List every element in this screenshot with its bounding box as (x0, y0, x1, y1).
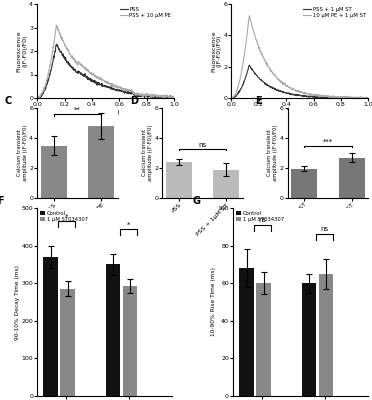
Text: C: C (5, 96, 12, 106)
Text: F: F (0, 196, 3, 206)
Legend: Control, 1 μM ST034307: Control, 1 μM ST034307 (38, 208, 90, 224)
Text: *: * (65, 213, 68, 219)
Bar (166, 162, 192, 198)
X-axis label: Time (s): Time (s) (286, 108, 314, 115)
Text: B: B (193, 0, 201, 1)
X-axis label: Time (s): Time (s) (92, 108, 120, 115)
Bar (106, 264, 121, 396)
Y-axis label: Calcium transient
amplitude ((F-F0)/F0): Calcium transient amplitude ((F-F0)/F0) (17, 125, 28, 181)
Bar (41, 146, 67, 198)
Text: E: E (255, 96, 262, 106)
Bar (319, 274, 333, 396)
Bar (256, 283, 271, 396)
Text: ***: *** (323, 139, 333, 145)
Bar (339, 158, 365, 198)
Y-axis label: 90-10% Decay Time (ms): 90-10% Decay Time (ms) (15, 264, 20, 340)
Bar (291, 169, 317, 198)
Legend: Control, 1 μM ST034307: Control, 1 μM ST034307 (234, 208, 286, 224)
Text: D: D (130, 96, 138, 106)
Bar (61, 289, 75, 396)
Text: **: ** (74, 107, 81, 113)
Y-axis label: 10-90% Rise Time (ms): 10-90% Rise Time (ms) (211, 268, 216, 336)
Y-axis label: Calcium transient
amplitude ((F-F0)/F0): Calcium transient amplitude ((F-F0)/F0) (267, 125, 278, 181)
Bar (44, 257, 58, 396)
Text: G: G (193, 196, 201, 206)
Y-axis label: Calcium transient
amplitude ((F-F0)/F0): Calcium transient amplitude ((F-F0)/F0) (142, 125, 153, 181)
Text: *: * (127, 222, 131, 228)
Bar (214, 170, 240, 198)
Bar (123, 286, 137, 396)
Text: ns: ns (258, 217, 266, 223)
Bar (302, 283, 316, 396)
Text: ns: ns (199, 142, 207, 148)
Text: ns: ns (321, 226, 329, 232)
Y-axis label: Fluorescence
((F-F0)/F0): Fluorescence ((F-F0)/F0) (17, 30, 28, 72)
Bar (240, 268, 254, 396)
Text: A: A (0, 0, 6, 1)
Legend: PSS, PSS + 10 μM PE: PSS, PSS + 10 μM PE (118, 4, 173, 20)
Y-axis label: Fluorescence
((F-F0)/F0): Fluorescence ((F-F0)/F0) (211, 30, 222, 72)
Bar (88, 126, 114, 198)
Legend: PSS + 1 μM ST, 10 μM PE + 1 μM ST: PSS + 1 μM ST, 10 μM PE + 1 μM ST (301, 4, 368, 20)
